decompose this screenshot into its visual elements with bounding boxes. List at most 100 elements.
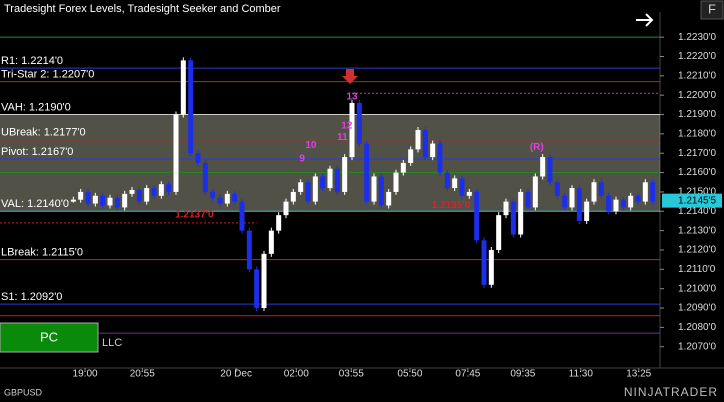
candle-body	[239, 201, 245, 231]
candle-body	[78, 191, 84, 200]
candle-body	[173, 114, 179, 192]
candle-body	[217, 197, 223, 204]
annotation: 12	[341, 121, 353, 132]
candle-body	[466, 191, 472, 196]
candle-body	[613, 199, 619, 212]
y-tick-label: 1.2100'0	[678, 283, 716, 294]
y-tick-label: 1.2130'0	[678, 225, 716, 236]
candle-body	[334, 168, 340, 192]
x-tick-label: 02:00	[284, 369, 309, 380]
y-tick-label: 1.2080'0	[678, 322, 716, 333]
candle-body	[496, 215, 502, 250]
candle-body	[268, 230, 274, 254]
candle-body	[628, 195, 634, 208]
candle-body	[569, 188, 575, 208]
logo: NINJATRADER	[624, 385, 718, 399]
candle-body	[510, 201, 516, 235]
candle-body	[210, 191, 216, 198]
candle-body	[107, 197, 113, 206]
candle-body	[422, 130, 428, 158]
x-tick-label: 11:30	[569, 369, 594, 380]
menu-box[interactable]	[700, 0, 724, 20]
x-tick-label: 05:50	[397, 369, 422, 380]
candle-body	[371, 176, 377, 202]
candle-body	[114, 197, 120, 208]
y-tick-label: 1.2070'0	[678, 341, 716, 352]
candle-body	[532, 176, 538, 208]
level-label: Pivot: 1.2167'0	[1, 146, 73, 158]
candle-body	[129, 190, 135, 194]
y-tick-label: 1.2170'0	[678, 148, 716, 159]
annotation: 9	[299, 153, 305, 164]
candle-body	[393, 172, 399, 192]
menu-f[interactable]: F	[708, 1, 716, 16]
pc-button[interactable]	[0, 322, 99, 353]
last-price-box	[662, 193, 722, 208]
candle-body	[576, 188, 582, 221]
last-price-label: 1.2145'5	[678, 195, 716, 206]
candle-body	[261, 253, 267, 309]
y-tick-label: 1.2140'0	[678, 206, 716, 217]
candle-body	[474, 191, 480, 241]
candle-body	[547, 157, 553, 183]
y-tick-label: 1.2230'0	[678, 32, 716, 43]
candle-body	[188, 60, 194, 154]
y-tick-label: 1.2190'0	[678, 109, 716, 120]
y-tick-label: 1.2200'0	[678, 90, 716, 101]
candle-body	[481, 240, 487, 285]
candle-body	[342, 157, 348, 192]
candle-body	[100, 195, 106, 206]
candle-body	[224, 193, 230, 204]
candle-body	[459, 178, 465, 196]
candle-body	[276, 215, 282, 231]
y-tick-label: 1.2120'0	[678, 245, 716, 256]
candle-body	[151, 188, 157, 196]
candle-body	[158, 184, 164, 196]
candle-body	[327, 168, 333, 189]
y-tick-label: 1.2160'0	[678, 167, 716, 178]
candle-body	[415, 130, 421, 150]
candle-body	[400, 162, 406, 173]
candle-body	[642, 182, 648, 202]
x-tick-label: 20:55	[130, 369, 155, 380]
signal-arrow	[342, 69, 358, 84]
candle-body	[598, 182, 604, 196]
y-tick-label: 1.2090'0	[678, 303, 716, 314]
candle-body	[364, 143, 370, 202]
candle-body	[195, 153, 201, 163]
footer-text: LLC	[102, 337, 122, 349]
value-area	[0, 114, 660, 212]
level-label: R1: 1.2214'0	[1, 55, 63, 67]
candle-body	[320, 176, 326, 189]
candle-body	[562, 195, 568, 208]
candle-body	[85, 191, 91, 204]
candle-body	[635, 195, 641, 202]
annotation: 1.2137'0	[175, 210, 214, 221]
candle-body	[408, 149, 414, 163]
candle-body	[246, 230, 252, 270]
x-tick-label: 03:55	[339, 369, 364, 380]
pc-label[interactable]: PC	[40, 329, 58, 344]
candle-body	[144, 188, 150, 202]
level-label: Tri-Star 2: 1.2207'0	[1, 69, 94, 81]
candle-body	[518, 191, 524, 235]
candle-body	[122, 193, 128, 208]
candle-body	[488, 249, 494, 285]
candle-body	[254, 269, 260, 309]
x-tick-label: 19:00	[73, 369, 98, 380]
candle-body	[70, 199, 76, 202]
annotation: 13	[346, 92, 358, 103]
candle-body	[378, 176, 384, 206]
candle-body	[430, 143, 436, 158]
arrow-icon[interactable]	[636, 13, 654, 27]
candle-body	[283, 201, 289, 216]
candle-body	[444, 172, 450, 189]
candle-body	[180, 60, 186, 115]
y-tick-label: 1.2210'0	[678, 70, 716, 81]
candle-body	[92, 195, 98, 204]
y-tick-label: 1.2220'0	[678, 51, 716, 62]
candle-body	[503, 201, 509, 216]
candle-body	[298, 182, 304, 192]
level-label: LBreak: 1.2115'0	[1, 247, 83, 259]
